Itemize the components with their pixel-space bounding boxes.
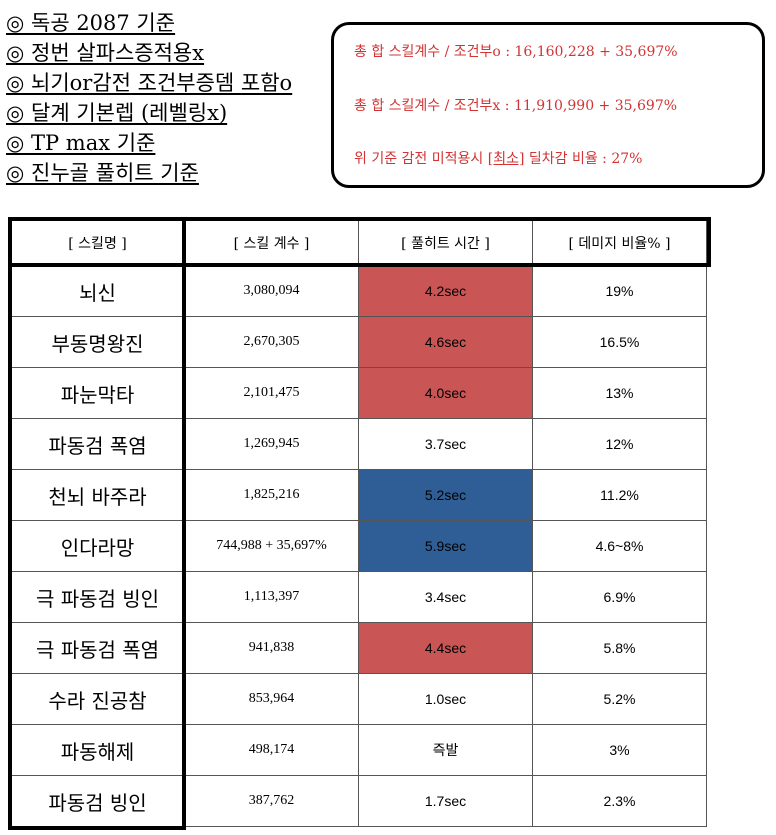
table-row: 파동검 빙인 387,762 1.7sec 2.3% bbox=[10, 775, 707, 827]
skill-coef-cell: 1,269,945 bbox=[184, 418, 359, 470]
skill-name-cell: 수라 진공참 bbox=[10, 673, 185, 725]
note-item: ◎ 뇌기or감전 조건부증뎀 포함o bbox=[6, 71, 293, 95]
skill-coef-cell: 1,825,216 bbox=[184, 469, 359, 521]
skill-name-cell: 파동해제 bbox=[10, 724, 185, 776]
fullhit-time-cell: 4.0sec bbox=[358, 367, 533, 419]
damage-ratio-cell: 13% bbox=[532, 367, 707, 419]
skill-coef-cell: 744,988 + 35,697% bbox=[184, 520, 359, 572]
table-row: 인다라망 744,988 + 35,697% 5.9sec 4.6~8% bbox=[10, 520, 707, 572]
damage-ratio-cell: 5.2% bbox=[532, 673, 707, 725]
header-damage-ratio: [ 데미지 비율% ] bbox=[532, 219, 707, 266]
skill-name-cell: 뇌신 bbox=[10, 265, 185, 317]
summary-reduction-pre: 위 기준 감전 미적용시 bbox=[354, 151, 488, 167]
fullhit-time-cell: 5.9sec bbox=[358, 520, 533, 572]
damage-ratio-cell: 19% bbox=[532, 265, 707, 317]
table-body: 뇌신 3,080,094 4.2sec 19% 부동명왕진 2,670,305 4.6sec… bbox=[10, 265, 707, 827]
notes-list: ◎ 독공 2087 기준 ◎ 정번 살파스증적용x ◎ 뇌기or감전 조건부증뎀… bbox=[6, 8, 292, 188]
summary-total-conditional: 총 합 스킬계수 / 조건부o : 16,160,228 + 35,697% bbox=[354, 44, 678, 60]
summary-box: 총 합 스킬계수 / 조건부o : 16,160,228 + 35,697% 총… bbox=[331, 22, 765, 188]
skill-coef-cell: 2,101,475 bbox=[184, 367, 359, 419]
table-row: 수라 진공참 853,964 1.0sec 5.2% bbox=[10, 673, 707, 725]
table-row: 극 파동검 빙인 1,113,397 3.4sec 6.9% bbox=[10, 571, 707, 623]
skill-name-cell: 파동검 폭염 bbox=[10, 418, 185, 470]
skill-coef-cell: 853,964 bbox=[184, 673, 359, 725]
fullhit-time-cell: 3.7sec bbox=[358, 418, 533, 470]
table-header-row: [ 스킬명 ] [ 스킬 계수 ] [ 풀히트 시간 ] [ 데미지 비율% ] bbox=[10, 219, 707, 266]
table-row: 파동해제 498,174 즉발 3% bbox=[10, 724, 707, 776]
table-row: 뇌신 3,080,094 4.2sec 19% bbox=[10, 265, 707, 317]
damage-ratio-cell: 3% bbox=[532, 724, 707, 776]
damage-ratio-cell: 6.9% bbox=[532, 571, 707, 623]
note-item: ◎ 독공 2087 기준 bbox=[6, 11, 176, 35]
header-skill-coef: [ 스킬 계수 ] bbox=[184, 219, 359, 266]
header-skill-name: [ 스킬명 ] bbox=[10, 219, 185, 266]
table-row: 천뇌 바주라 1,825,216 5.2sec 11.2% bbox=[10, 469, 707, 521]
note-item: ◎ 달계 기본렙 (레벨링x) bbox=[6, 101, 228, 125]
fullhit-time-cell: 4.4sec bbox=[358, 622, 533, 674]
header-fullhit-time: [ 풀히트 시간 ] bbox=[358, 219, 533, 266]
table-row: 부동명왕진 2,670,305 4.6sec 16.5% bbox=[10, 316, 707, 368]
skill-coef-cell: 3,080,094 bbox=[184, 265, 359, 317]
note-item: ◎ 정번 살파스증적용x bbox=[6, 41, 205, 65]
skill-name-cell: 극 파동검 빙인 bbox=[10, 571, 185, 623]
summary-reduction-min: [최소] bbox=[487, 151, 525, 167]
damage-ratio-cell: 12% bbox=[532, 418, 707, 470]
skill-name-cell: 부동명왕진 bbox=[10, 316, 185, 368]
fullhit-time-cell: 4.6sec bbox=[358, 316, 533, 368]
fullhit-time-cell: 3.4sec bbox=[358, 571, 533, 623]
damage-ratio-cell: 2.3% bbox=[532, 775, 707, 827]
fullhit-time-cell: 즉발 bbox=[358, 724, 533, 776]
damage-ratio-cell: 5.8% bbox=[532, 622, 707, 674]
damage-ratio-cell: 11.2% bbox=[532, 469, 707, 521]
skill-coef-cell: 498,174 bbox=[184, 724, 359, 776]
skill-name-cell: 천뇌 바주라 bbox=[10, 469, 185, 521]
fullhit-time-cell: 1.7sec bbox=[358, 775, 533, 827]
damage-ratio-cell: 4.6~8% bbox=[532, 520, 707, 572]
table-row: 파동검 폭염 1,269,945 3.7sec 12% bbox=[10, 418, 707, 470]
fullhit-time-cell: 1.0sec bbox=[358, 673, 533, 725]
skill-coef-cell: 2,670,305 bbox=[184, 316, 359, 368]
fullhit-time-cell: 4.2sec bbox=[358, 265, 533, 317]
skill-name-cell: 인다라망 bbox=[10, 520, 185, 572]
skill-coef-cell: 941,838 bbox=[184, 622, 359, 674]
skill-name-cell: 파동검 빙인 bbox=[10, 775, 185, 827]
note-item: ◎ TP max 기준 bbox=[6, 131, 156, 155]
summary-reduction: 위 기준 감전 미적용시 [최소] 딜차감 비율 : 27% bbox=[354, 148, 642, 168]
table-row: 파눈막타 2,101,475 4.0sec 13% bbox=[10, 367, 707, 419]
damage-ratio-cell: 16.5% bbox=[532, 316, 707, 368]
skill-name-cell: 파눈막타 bbox=[10, 367, 185, 419]
skill-coef-cell: 1,113,397 bbox=[184, 571, 359, 623]
summary-total-unconditional: 총 합 스킬계수 / 조건부x : 11,910,990 + 35,697% bbox=[354, 98, 678, 114]
skill-name-cell: 극 파동검 폭염 bbox=[10, 622, 185, 674]
table-row: 극 파동검 폭염 941,838 4.4sec 5.8% bbox=[10, 622, 707, 674]
skill-coef-cell: 387,762 bbox=[184, 775, 359, 827]
fullhit-time-cell: 5.2sec bbox=[358, 469, 533, 521]
summary-reduction-post: 딜차감 비율 : 27% bbox=[524, 151, 643, 167]
skill-table: [ 스킬명 ] [ 스킬 계수 ] [ 풀히트 시간 ] [ 데미지 비율% ]… bbox=[10, 219, 707, 827]
note-item: ◎ 진누골 풀히트 기준 bbox=[6, 161, 199, 185]
